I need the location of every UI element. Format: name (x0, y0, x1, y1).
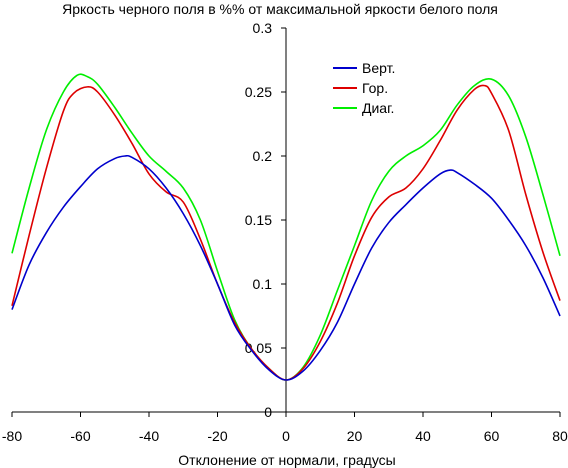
legend-label: Диаг. (362, 100, 394, 116)
ticks: -80 -60 -40 -20 0 20 40 60 80 0 0.05 0.1 0.15 0.2 0.25… (2, 20, 568, 444)
x-tick-label: 40 (415, 428, 431, 444)
chart-title: Яркость черного поля в %% от максимально… (62, 1, 498, 17)
x-tick-label: -60 (70, 428, 90, 444)
x-tick-label: 60 (484, 428, 500, 444)
series-line-1 (11, 154, 561, 381)
y-tick-label: 0.05 (245, 340, 272, 356)
y-tick-label: 0.25 (245, 84, 272, 100)
legend-label: Верт. (362, 60, 395, 76)
y-tick-label: 0 (264, 404, 272, 420)
x-tick-label: 20 (347, 428, 363, 444)
series-lines (11, 73, 561, 381)
x-axis-label: Отклонение от нормали, градусы (178, 452, 395, 468)
x-tick-label: -40 (139, 428, 159, 444)
x-tick-label: -80 (2, 428, 22, 444)
y-tick-label: 0.15 (245, 212, 272, 228)
y-tick-label: 0.2 (253, 148, 273, 164)
x-tick-label: 0 (282, 428, 290, 444)
x-tick-label: -20 (207, 428, 227, 444)
y-tick-label: 0.3 (253, 20, 273, 36)
legend: Верт. Гор. Диаг. (333, 60, 395, 116)
legend-label: Гор. (362, 80, 388, 96)
x-tick-label: 80 (552, 428, 568, 444)
y-tick-label: 0.1 (253, 276, 273, 292)
